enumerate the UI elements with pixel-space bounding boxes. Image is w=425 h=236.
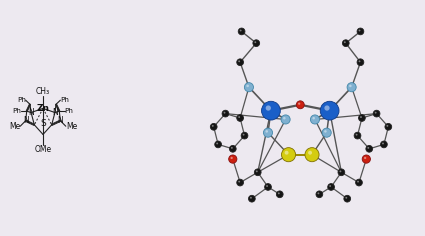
Circle shape bbox=[215, 141, 221, 148]
Circle shape bbox=[357, 59, 364, 66]
Circle shape bbox=[347, 83, 356, 92]
Text: CH₃: CH₃ bbox=[36, 87, 50, 96]
Circle shape bbox=[357, 181, 359, 183]
Circle shape bbox=[359, 30, 360, 31]
Circle shape bbox=[349, 85, 351, 87]
Text: N: N bbox=[23, 116, 28, 125]
Circle shape bbox=[312, 117, 315, 119]
Circle shape bbox=[278, 192, 280, 194]
Circle shape bbox=[210, 123, 217, 130]
Text: Ph: Ph bbox=[60, 97, 69, 103]
Circle shape bbox=[373, 110, 380, 117]
Circle shape bbox=[256, 170, 258, 172]
Circle shape bbox=[386, 125, 388, 127]
Circle shape bbox=[285, 151, 289, 155]
Circle shape bbox=[261, 101, 280, 120]
Circle shape bbox=[317, 192, 319, 194]
Circle shape bbox=[283, 117, 286, 119]
Circle shape bbox=[264, 128, 272, 137]
Circle shape bbox=[375, 112, 377, 114]
Circle shape bbox=[266, 130, 268, 133]
Circle shape bbox=[266, 105, 271, 111]
Circle shape bbox=[343, 40, 349, 46]
Circle shape bbox=[243, 134, 244, 136]
Circle shape bbox=[308, 151, 312, 155]
Text: Ph: Ph bbox=[12, 108, 21, 114]
Circle shape bbox=[359, 60, 360, 62]
Circle shape bbox=[316, 191, 323, 198]
Circle shape bbox=[357, 28, 364, 35]
Circle shape bbox=[253, 40, 260, 46]
Text: S: S bbox=[40, 119, 46, 128]
Circle shape bbox=[266, 185, 268, 187]
Circle shape bbox=[298, 103, 300, 105]
Circle shape bbox=[224, 112, 225, 114]
Circle shape bbox=[354, 132, 361, 139]
Circle shape bbox=[344, 41, 346, 43]
Circle shape bbox=[230, 145, 236, 152]
Circle shape bbox=[346, 197, 347, 199]
Circle shape bbox=[246, 85, 249, 87]
Circle shape bbox=[340, 170, 341, 172]
Text: N: N bbox=[28, 108, 34, 117]
Circle shape bbox=[244, 83, 253, 92]
Circle shape bbox=[310, 115, 320, 124]
Circle shape bbox=[362, 155, 371, 163]
Circle shape bbox=[366, 145, 373, 152]
Circle shape bbox=[296, 101, 304, 109]
Circle shape bbox=[385, 123, 392, 130]
Text: Zn: Zn bbox=[37, 104, 49, 113]
Circle shape bbox=[324, 130, 327, 133]
Circle shape bbox=[281, 148, 295, 162]
Circle shape bbox=[240, 30, 241, 31]
Circle shape bbox=[231, 147, 233, 149]
Circle shape bbox=[305, 148, 319, 162]
Circle shape bbox=[320, 101, 339, 120]
Circle shape bbox=[250, 197, 252, 199]
Circle shape bbox=[241, 132, 248, 139]
Text: Me: Me bbox=[66, 122, 77, 131]
Circle shape bbox=[338, 169, 345, 176]
Circle shape bbox=[249, 195, 255, 202]
Circle shape bbox=[356, 179, 363, 186]
Circle shape bbox=[212, 125, 214, 127]
Circle shape bbox=[356, 134, 357, 136]
Text: N: N bbox=[57, 116, 63, 125]
Circle shape bbox=[328, 184, 334, 190]
Circle shape bbox=[364, 157, 366, 159]
Circle shape bbox=[216, 143, 218, 144]
Circle shape bbox=[237, 115, 244, 121]
Text: OMe: OMe bbox=[34, 145, 51, 154]
Circle shape bbox=[238, 116, 240, 118]
Text: N: N bbox=[52, 108, 58, 117]
Circle shape bbox=[329, 185, 331, 187]
Circle shape bbox=[382, 143, 384, 144]
Circle shape bbox=[322, 128, 331, 137]
Circle shape bbox=[367, 147, 369, 149]
Circle shape bbox=[344, 195, 351, 202]
Circle shape bbox=[276, 191, 283, 198]
Circle shape bbox=[230, 157, 233, 159]
Circle shape bbox=[324, 105, 330, 111]
Circle shape bbox=[238, 181, 240, 183]
Circle shape bbox=[238, 28, 245, 35]
Circle shape bbox=[265, 184, 272, 190]
Circle shape bbox=[281, 115, 290, 124]
Circle shape bbox=[380, 141, 387, 148]
Circle shape bbox=[237, 179, 244, 186]
Circle shape bbox=[254, 169, 261, 176]
Circle shape bbox=[222, 110, 229, 117]
Circle shape bbox=[237, 59, 244, 66]
Text: Ph: Ph bbox=[65, 108, 74, 114]
Circle shape bbox=[238, 60, 240, 62]
Text: Ph: Ph bbox=[17, 97, 26, 103]
Text: Me: Me bbox=[9, 122, 20, 131]
Circle shape bbox=[360, 116, 362, 118]
Circle shape bbox=[359, 115, 365, 121]
Circle shape bbox=[229, 155, 237, 163]
Circle shape bbox=[255, 41, 256, 43]
